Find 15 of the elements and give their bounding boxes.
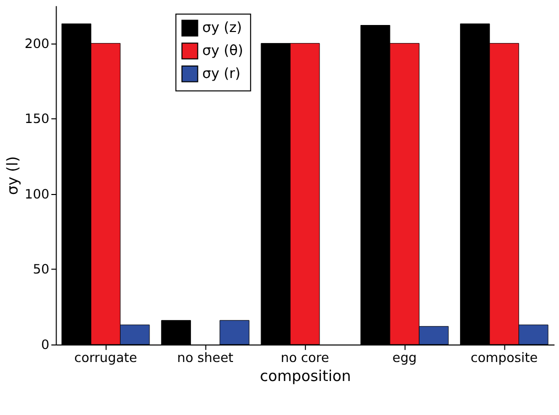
legend-label: σy (z) xyxy=(202,20,242,36)
y-axis-title: σy (l) xyxy=(4,156,22,196)
x-tick-label: egg xyxy=(392,350,417,366)
x-tick-label: composite xyxy=(470,350,538,366)
y-tick-label: 150 xyxy=(24,112,50,128)
y-tick-label: 0 xyxy=(41,338,50,353)
x-tick-label: no sheet xyxy=(177,350,234,366)
y-tick-label: 100 xyxy=(24,187,50,202)
y-tick-label: 200 xyxy=(24,36,50,52)
x-axis-title: composition xyxy=(260,366,351,385)
y-tick-label: 50 xyxy=(32,262,50,278)
x-tick-label: no core xyxy=(280,350,330,366)
legend-label: σy (r) xyxy=(202,66,240,82)
x-tick-label: corrugate xyxy=(74,350,138,366)
legend-label: σy (θ) xyxy=(202,43,244,59)
